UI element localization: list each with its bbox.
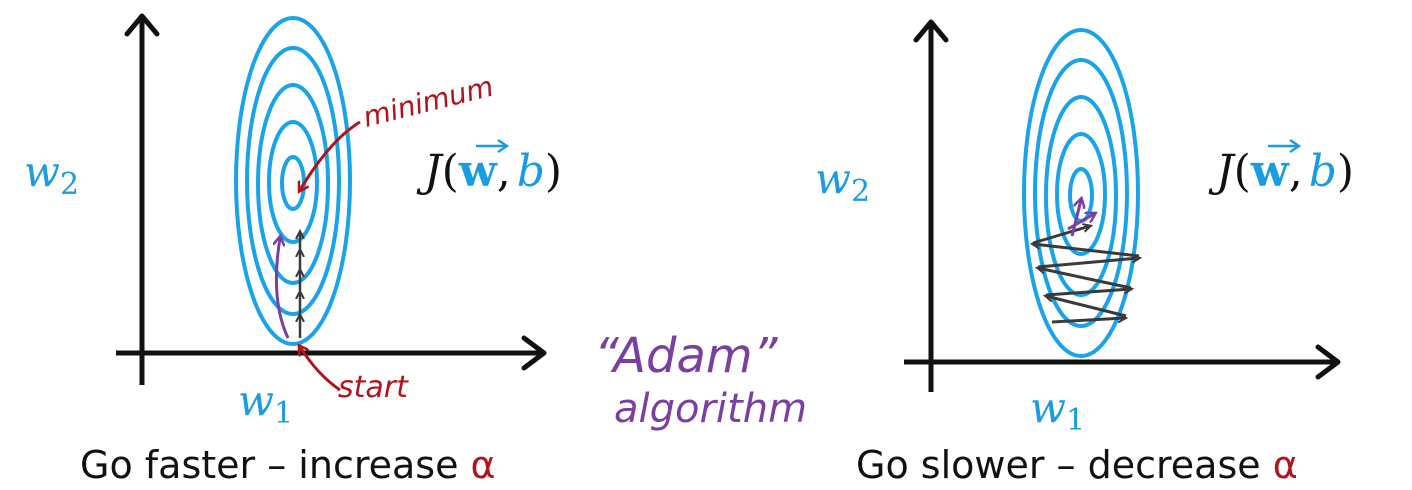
left-contour-4 bbox=[267, 120, 319, 244]
left-x-axis-arrowhead bbox=[521, 335, 547, 371]
right-cost-close-paren: ) bbox=[1337, 146, 1354, 197]
adam-note-line1: “Adam” bbox=[594, 328, 779, 384]
left-contour-2 bbox=[245, 46, 341, 316]
right-cost-J: J bbox=[1208, 146, 1236, 197]
svg-text:J(w,b): J(w, b) bbox=[1208, 146, 1354, 197]
left-caption-alpha: α bbox=[471, 443, 496, 487]
right-panel: w2 w1 J(w, b) Go slower – decrease α bbox=[815, 19, 1354, 487]
minimum-label: minimum bbox=[360, 70, 497, 134]
left-cost-b: b bbox=[517, 146, 545, 197]
right-step-4 bbox=[1038, 268, 1132, 290]
left-vector-arrow bbox=[476, 138, 510, 154]
left-contour-lines bbox=[234, 16, 352, 346]
right-step-2 bbox=[1046, 296, 1127, 318]
right-step-5 bbox=[1037, 258, 1139, 269]
left-cost-function: J(w, b) bbox=[416, 138, 562, 197]
right-axes bbox=[904, 19, 1341, 392]
left-y-axis-label: w2 bbox=[24, 147, 79, 202]
start-pointer-arrow bbox=[300, 347, 341, 392]
right-contour-3 bbox=[1044, 95, 1118, 297]
left-axes bbox=[116, 13, 547, 385]
right-step-1 bbox=[1051, 318, 1125, 324]
right-contour-4 bbox=[1055, 132, 1107, 256]
right-y-axis-arrowhead bbox=[913, 19, 949, 43]
right-cost-open-paren: ( bbox=[1234, 146, 1251, 197]
minimum-pointer-arrow bbox=[300, 120, 361, 190]
right-y-axis-label: w2 bbox=[815, 154, 870, 209]
right-contour-5 bbox=[1068, 167, 1094, 223]
right-x-axis-arrowhead bbox=[1315, 344, 1341, 380]
right-caption-alpha: α bbox=[1273, 443, 1298, 487]
right-contour-1 bbox=[1022, 28, 1140, 358]
right-adam-step-2 bbox=[1067, 214, 1094, 231]
right-step-6 bbox=[1033, 244, 1140, 258]
left-cost-w: w bbox=[458, 146, 498, 197]
left-panel: minimum start w2 w1 J(w, b) Go faster – i… bbox=[24, 13, 562, 487]
start-label: start bbox=[338, 370, 409, 405]
right-step-3 bbox=[1045, 289, 1131, 297]
left-contour-1 bbox=[234, 16, 352, 346]
left-cost-close-paren: ) bbox=[545, 146, 562, 197]
left-contour-3 bbox=[256, 83, 330, 285]
left-adam-path-arrow bbox=[276, 238, 290, 339]
right-x-axis-label: w1 bbox=[1030, 383, 1085, 438]
right-caption: Go slower – decrease α bbox=[856, 443, 1298, 487]
svg-text:J(w,b): J(w, b) bbox=[416, 146, 562, 197]
left-y-axis-arrowhead bbox=[124, 13, 160, 37]
right-adam-steps bbox=[1067, 200, 1094, 237]
right-gradient-steps bbox=[1032, 226, 1140, 324]
right-step-7 bbox=[1032, 226, 1090, 245]
right-contour-2 bbox=[1033, 58, 1129, 328]
left-x-axis-label: w1 bbox=[238, 376, 293, 431]
adam-note: “Adam” algorithm bbox=[594, 328, 807, 432]
left-cost-J: J bbox=[416, 146, 444, 197]
left-caption: Go faster – increase α bbox=[80, 443, 496, 487]
left-cost-comma: , bbox=[497, 146, 511, 197]
right-cost-function: J(w, b) bbox=[1208, 138, 1354, 197]
right-cost-w: w bbox=[1250, 146, 1290, 197]
right-cost-b: b bbox=[1309, 146, 1337, 197]
left-contour-5 bbox=[280, 155, 306, 211]
right-contour-lines bbox=[1022, 28, 1140, 358]
right-vector-arrow bbox=[1268, 138, 1302, 154]
right-adam-step-1 bbox=[1070, 200, 1081, 237]
left-cost-open-paren: ( bbox=[442, 146, 459, 197]
right-cost-comma: , bbox=[1289, 146, 1303, 197]
adam-note-line2: algorithm bbox=[614, 386, 807, 432]
